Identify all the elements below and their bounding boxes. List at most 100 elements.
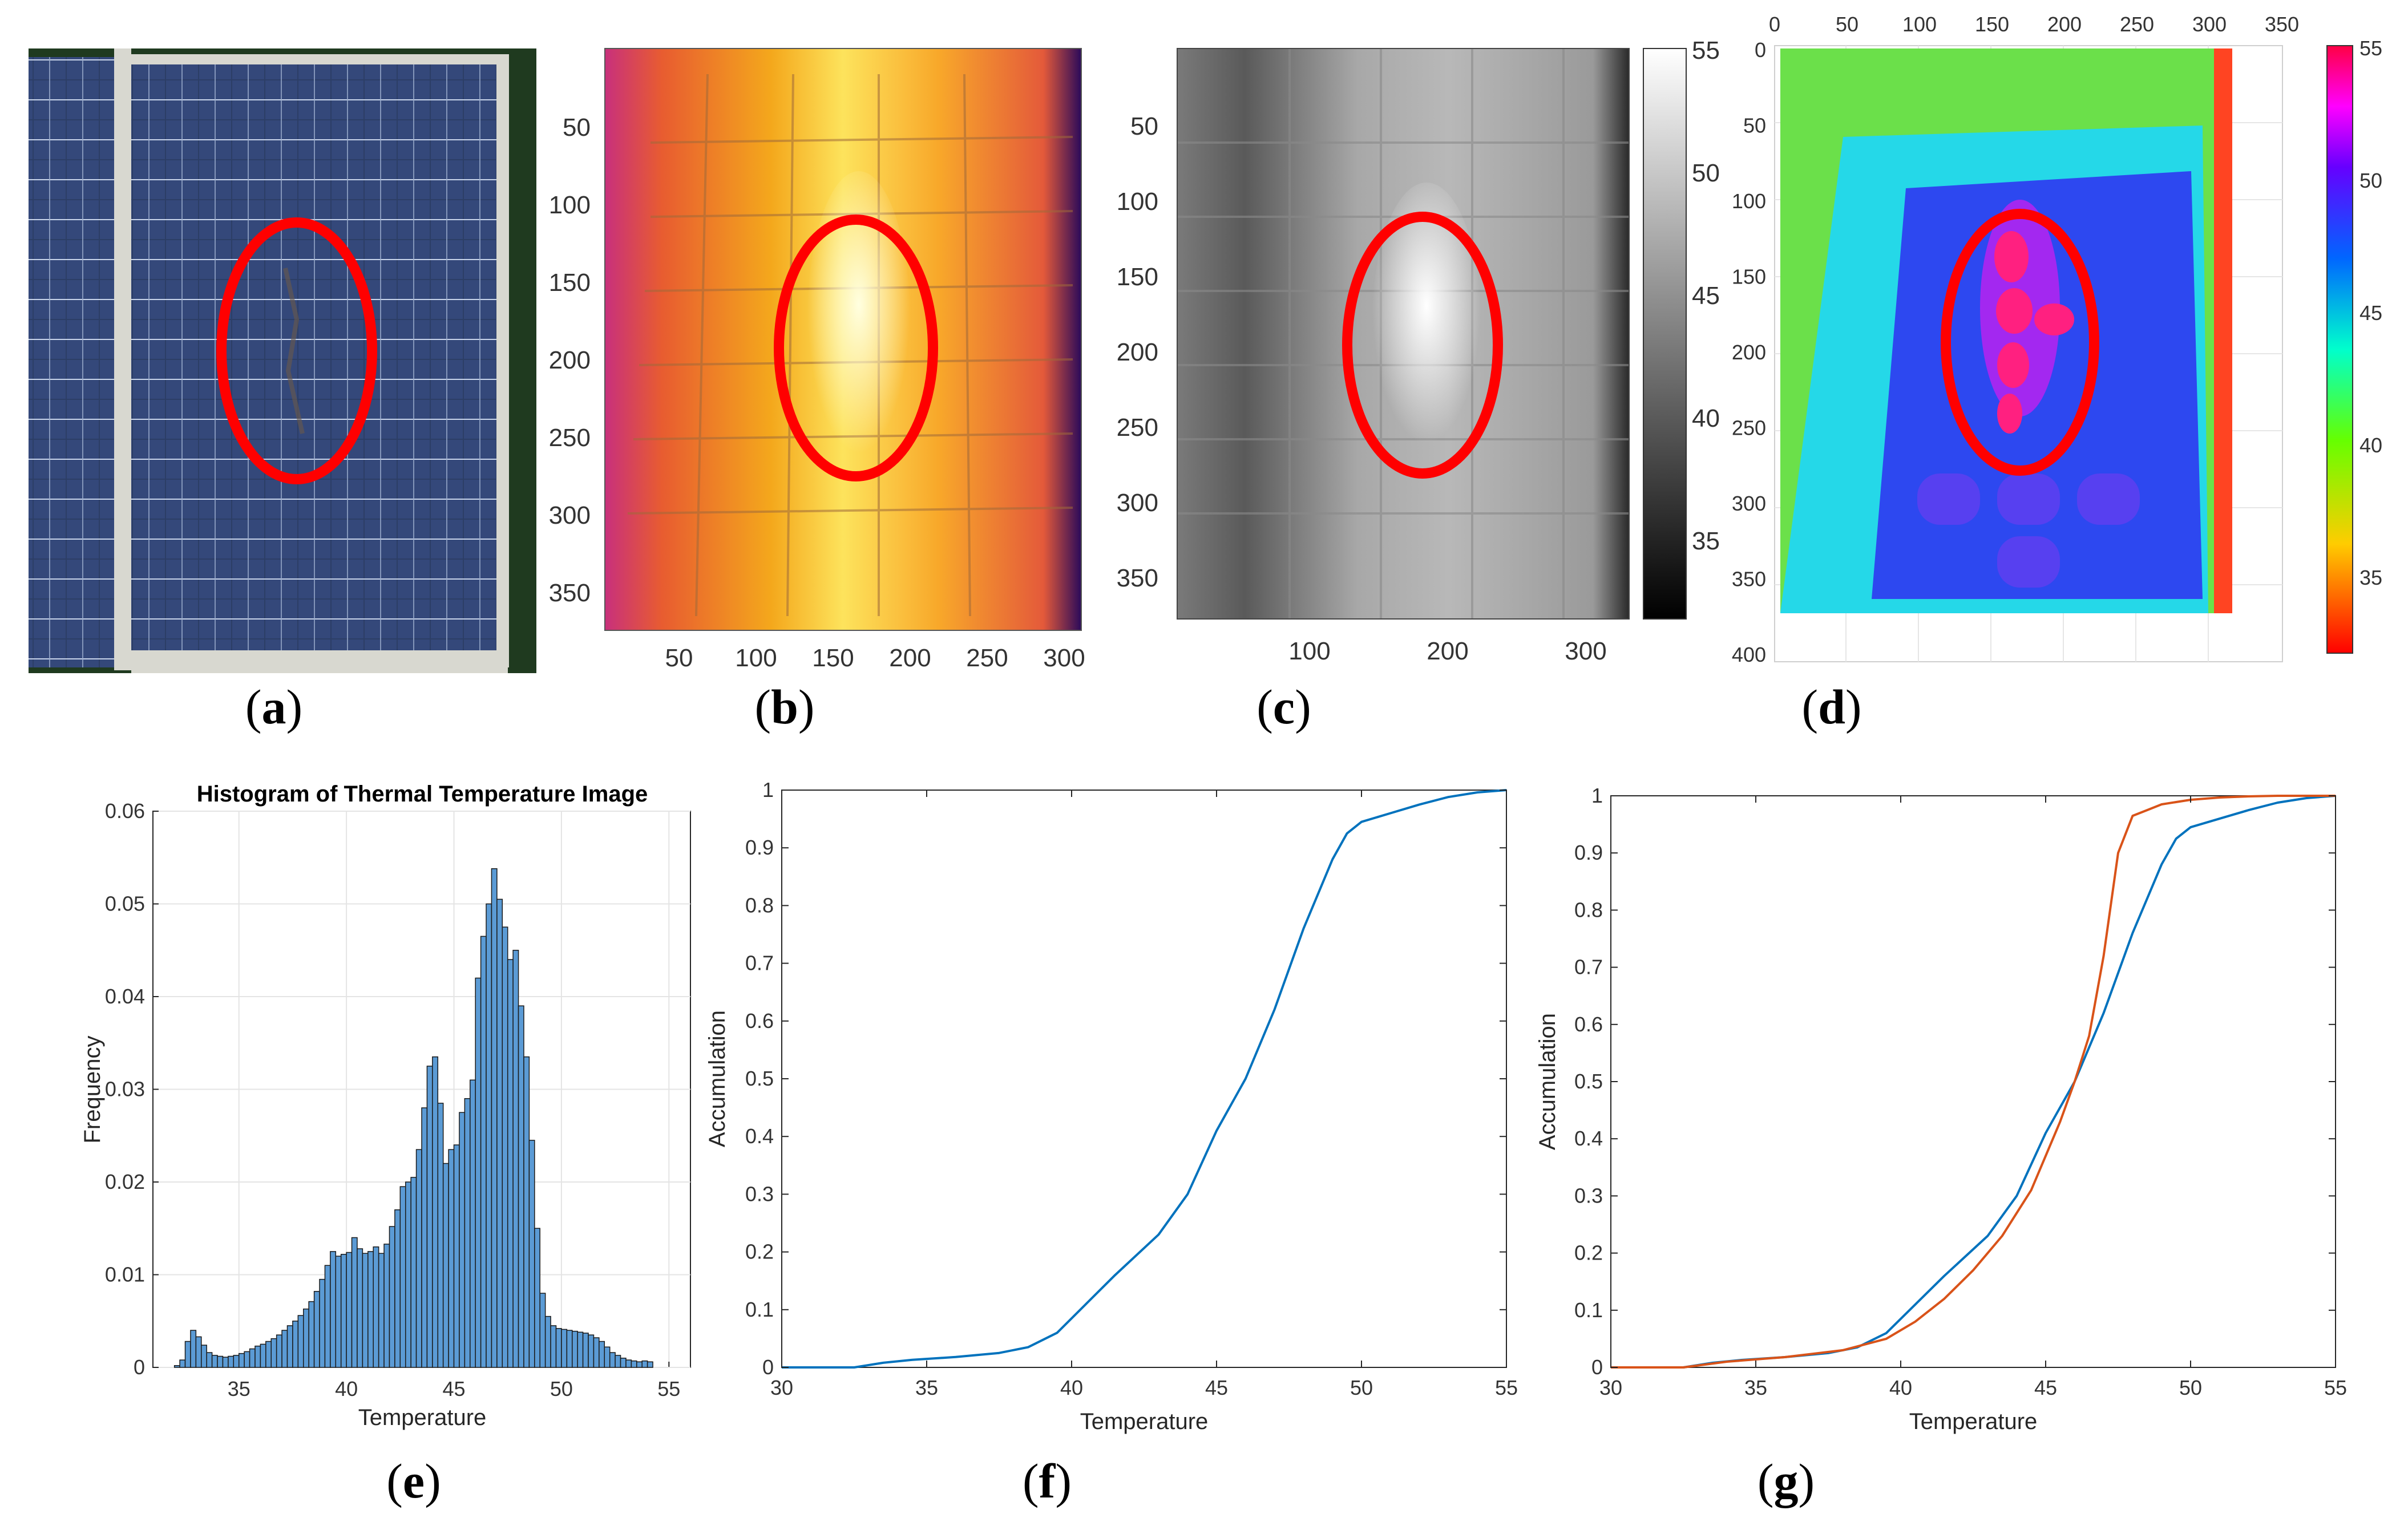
y-tick-label: 0.7: [1574, 956, 1603, 979]
subfigure-labels: (a) (b) (c) (d) (e) (f) (g): [245, 679, 1862, 1508]
colorbar-tick-label: 55: [2359, 37, 2382, 60]
histogram-bar: [303, 1308, 309, 1368]
histogram-bar: [561, 1329, 568, 1368]
hot-core: [1994, 231, 2074, 434]
x-tick-label: 50: [550, 1377, 573, 1400]
x-tick-labels: 0 50 100 150 200 250 300 350: [1769, 13, 2299, 36]
histogram-bar: [405, 1181, 411, 1368]
panel-g-cdf-comparison: 30 35 40 45 50 55 0 0.1 0.2 0.3 0.4 0.5 0.6 0.7 0.8 0.…: [1535, 784, 2347, 1434]
x-tick-label: 40: [1889, 1376, 1912, 1399]
x-tick-label: 45: [442, 1377, 465, 1400]
colorbar-tick-label: 50: [1692, 159, 1720, 187]
histogram-bar: [518, 1005, 524, 1368]
panel-frame-right: [496, 54, 509, 667]
y-tick-label: 1: [762, 778, 774, 801]
chart-title: Histogram of Thermal Temperature Image: [197, 782, 648, 807]
x-tick-label: 55: [1495, 1376, 1518, 1399]
highlight-ellipse: [774, 214, 938, 481]
histogram-bar: [297, 1315, 304, 1368]
x-tick-label: 55: [657, 1377, 680, 1400]
heatmap-hot-edge: [2214, 48, 2232, 613]
histogram-bar: [190, 1330, 197, 1368]
x-tick-label: 0: [1769, 13, 1780, 36]
histogram-bar: [389, 1226, 395, 1368]
histogram-bar: [437, 1103, 444, 1368]
label-g: (g): [1757, 1454, 1815, 1508]
histogram-bar: [544, 1315, 551, 1368]
y-tick-label: 50: [1743, 114, 1766, 137]
x-tick-label: 40: [335, 1377, 358, 1400]
y-tick-label: 250: [1117, 414, 1158, 442]
histogram-bar: [491, 868, 498, 1368]
histogram-bar: [228, 1355, 235, 1368]
hot-spot: [1372, 183, 1481, 456]
panel-frame-top: [131, 54, 496, 64]
x-tick-label: 40: [1060, 1376, 1083, 1399]
histogram-bar: [367, 1251, 374, 1368]
y-tick-label: 0.1: [1574, 1298, 1603, 1322]
histogram-bar: [464, 1098, 471, 1368]
x-tick-label: 30: [770, 1376, 793, 1399]
histogram-bar: [373, 1246, 379, 1368]
histogram-bar: [577, 1331, 584, 1368]
histogram-bar: [330, 1251, 337, 1368]
histogram-bar: [335, 1256, 342, 1368]
histogram-bar: [238, 1353, 245, 1368]
frame: [1177, 48, 1630, 620]
highlight-ellipse: [1342, 212, 1503, 479]
histogram-bar: [539, 1293, 546, 1368]
frame: [604, 48, 1082, 631]
histogram-bar: [276, 1334, 282, 1368]
y-tick-labels: 0 0.01 0.02 0.03 0.04 0.05 0.06: [105, 799, 145, 1379]
histogram-bar: [173, 1365, 180, 1368]
histogram-bar: [620, 1358, 627, 1368]
y-tick-labels: 0 0.1 0.2 0.3 0.4 0.5 0.6 0.7 0.8 0.9 1: [1574, 784, 2336, 1379]
y-tick-label: 1: [1591, 784, 1603, 807]
y-tick-label: 200: [1117, 338, 1158, 366]
histogram-bar: [254, 1345, 261, 1368]
histogram-bar: [195, 1336, 202, 1368]
histogram-bar: [378, 1253, 385, 1368]
colorbar-tick-label: 40: [2359, 434, 2382, 457]
x-tick-labels: 30 35 40 45 50 55: [1599, 796, 2347, 1399]
histogram-bar: [534, 1228, 540, 1368]
histogram-bar: [222, 1357, 229, 1368]
histogram-bar: [179, 1359, 186, 1368]
y-tick-label: 0.4: [745, 1124, 774, 1148]
y-tick-label: 0.2: [745, 1240, 774, 1264]
histogram-bar: [351, 1237, 358, 1368]
histogram-bar: [421, 1107, 428, 1368]
histogram-bar: [615, 1355, 621, 1368]
histogram-bar: [453, 1144, 460, 1368]
y-tick-label: 0: [1591, 1355, 1603, 1379]
x-tick-label: 35: [915, 1376, 938, 1399]
histogram-bar: [281, 1330, 288, 1368]
x-tick-label: 35: [228, 1377, 251, 1400]
histogram-bar: [286, 1325, 293, 1368]
x-tick-labels: 50 100 150 200 250 300: [665, 644, 1085, 672]
panel-frame-left: [114, 48, 131, 670]
y-tick-label: 0.03: [105, 1078, 145, 1101]
x-tick-label: 250: [2120, 13, 2154, 36]
histogram-bar: [201, 1345, 207, 1368]
x-axis-title: Temperature: [1080, 1409, 1209, 1434]
panel-frame-bottom: [131, 650, 508, 673]
histogram-bar: [588, 1334, 595, 1368]
x-tick-label: 150: [812, 644, 854, 672]
histogram-bar: [426, 1066, 433, 1368]
colorbar-tick-labels: 55 50 45 40 35: [2359, 37, 2382, 589]
y-tick-label: 150: [1117, 263, 1158, 291]
histogram-bar: [609, 1352, 616, 1368]
x-tick-label: 150: [1975, 13, 2009, 36]
y-tick-label: 0.6: [745, 1009, 774, 1033]
y-tick-label: 0.5: [1574, 1070, 1603, 1093]
x-tick-label: 50: [1836, 13, 1858, 36]
colorbar-tick-label: 50: [2359, 169, 2382, 192]
histogram-bar: [260, 1343, 266, 1368]
x-tick-labels: 100 200 300: [1288, 637, 1606, 665]
y-tick-label: 0.1: [745, 1298, 774, 1321]
y-tick-label: 300: [549, 501, 591, 529]
y-tick-label: 0.6: [1574, 1013, 1603, 1036]
histogram-bar: [480, 936, 487, 1368]
